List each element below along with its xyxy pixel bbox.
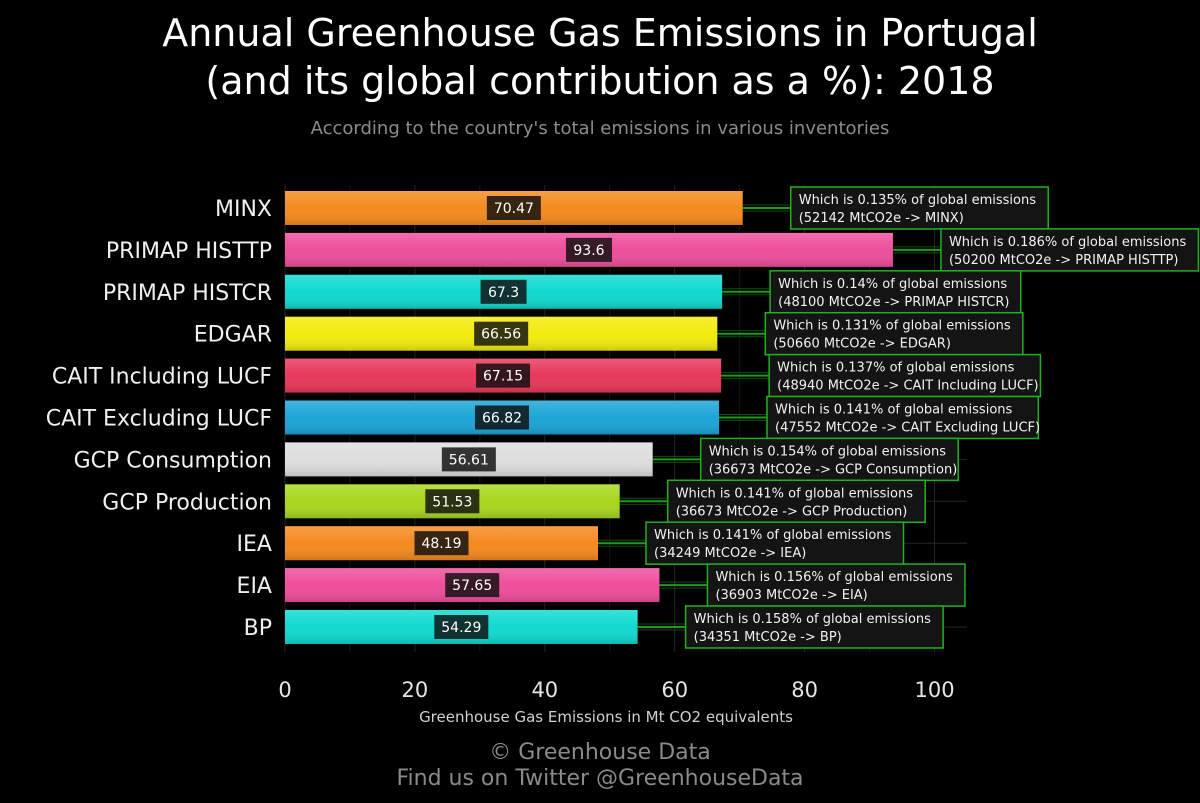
annotation-line-2: (36673 MtCO2e -> GCP Consumption)	[709, 462, 958, 477]
chart-title-line-1: Annual Greenhouse Gas Emissions in Portu…	[162, 11, 1038, 55]
value-label-box	[441, 447, 496, 472]
annotation-line-1: Which is 0.137% of global emissions	[777, 361, 1015, 376]
y-category-label: GCP Consumption	[74, 448, 272, 473]
annotation-line-1: Which is 0.156% of global emissions	[715, 570, 953, 585]
value-label: 67.3	[488, 285, 519, 301]
annotation-line-1: Which is 0.154% of global emissions	[709, 444, 947, 459]
x-tick-label: 80	[791, 678, 818, 702]
value-label: 66.82	[482, 411, 522, 427]
annotation-line-1: Which is 0.14% of global emissions	[778, 277, 1007, 292]
annotation-box	[789, 186, 1049, 230]
value-label-box	[414, 531, 469, 556]
annotation-line-2: (47552 MtCO2e -> CAIT Excluding LUCF)	[775, 421, 1040, 436]
footer-credit: © Greenhouse Data	[489, 740, 711, 765]
annotation-line-2: (34249 MtCO2e -> IEA)	[654, 546, 806, 561]
value-label: 54.29	[441, 620, 481, 636]
x-tick-label: 100	[914, 678, 954, 702]
x-tick-label: 40	[531, 678, 558, 702]
y-category-label: MINX	[215, 197, 272, 222]
annotation-line-2: (50660 MtCO2e -> EDGAR)	[773, 337, 951, 352]
value-label-box	[434, 615, 489, 639]
bar-chart: 70.47 93.6 67.3 66.56 67.15 66.82 56.61 51.53 48…	[46, 185, 1200, 726]
annotation-connectors	[598, 204, 941, 631]
value-label: 67.15	[483, 369, 523, 385]
y-category-label: PRIMAP HISTCR	[103, 281, 272, 306]
annotation-box	[766, 395, 1040, 440]
value-label: 57.65	[452, 578, 492, 594]
x-tick-label: 20	[402, 678, 429, 702]
y-category-label: BP	[244, 616, 272, 641]
chart-title-line-2: (and its global contribution as a %): 20…	[205, 59, 995, 103]
y-category-label: CAIT Including LUCF	[52, 365, 272, 390]
y-category-label: GCP Production	[102, 490, 272, 515]
value-label-box	[565, 237, 612, 262]
value-label-box	[480, 279, 527, 304]
annotation-box	[699, 437, 959, 482]
value-label-box	[445, 573, 500, 598]
annotation-box	[940, 228, 1200, 272]
value-label-box	[425, 489, 480, 514]
y-category-label: IEA	[237, 532, 272, 557]
x-tick-label: 60	[661, 678, 688, 702]
annotation-line-2: (34351 MtCO2e -> BP)	[694, 630, 842, 645]
annotation-line-2: (50200 MtCO2e -> PRIMAP HISTTP)	[949, 253, 1179, 268]
annotations: Which is 0.135% of global emissions (5214…	[645, 186, 1200, 649]
value-label: 70.47	[494, 201, 534, 217]
chart-subtitle: According to the country's total emissio…	[310, 118, 890, 139]
value-label: 51.53	[432, 494, 472, 510]
y-category-label: PRIMAP HISTTP	[106, 239, 272, 264]
y-category-label: CAIT Excluding LUCF	[46, 407, 272, 432]
annotation-box	[645, 521, 905, 565]
annotation-line-2: (48940 MtCO2e -> CAIT Including LUCF)	[777, 379, 1038, 394]
annotation-line-1: Which is 0.186% of global emissions	[949, 235, 1187, 250]
y-category-label: EIA	[237, 574, 272, 599]
annotation-line-2: (52142 MtCO2e -> MINX)	[799, 211, 964, 226]
value-label-box	[475, 405, 530, 430]
value-label-box	[486, 196, 541, 220]
annotation-box	[666, 479, 926, 524]
bars: 70.47 93.6 67.3 66.56 67.15 66.82 56.61 51.53 48…	[285, 191, 893, 644]
annotation-box	[764, 311, 1024, 356]
value-label: 56.61	[449, 452, 489, 468]
footer-twitter: Find us on Twitter @GreenhouseData	[396, 766, 804, 791]
value-label: 66.56	[481, 327, 521, 343]
x-tick-label: 0	[278, 678, 291, 702]
annotation-line-1: Which is 0.141% of global emissions	[676, 486, 914, 501]
annotation-line-1: Which is 0.141% of global emissions	[654, 528, 892, 543]
value-label-box	[474, 321, 529, 346]
annotation-line-2: (36903 MtCO2e -> EIA)	[715, 588, 867, 603]
annotation-line-1: Which is 0.135% of global emissions	[799, 193, 1037, 208]
value-label: 93.6	[573, 243, 604, 259]
annotation-line-1: Which is 0.141% of global emissions	[775, 403, 1013, 418]
annotation-box	[684, 605, 944, 649]
axes: 0 20 40 60 80 100 Greenhouse Gas Emissions in …	[46, 197, 955, 726]
value-label-box	[476, 363, 531, 388]
annotation-line-2: (36673 MtCO2e -> GCP Production)	[676, 504, 908, 519]
annotation-line-1: Which is 0.158% of global emissions	[694, 612, 932, 627]
y-category-label: EDGAR	[194, 323, 272, 348]
annotation-line-2: (48100 MtCO2e -> PRIMAP HISTCR)	[778, 295, 1009, 310]
x-axis-label: Greenhouse Gas Emissions in Mt CO2 equiv…	[419, 708, 793, 726]
annotation-line-1: Which is 0.131% of global emissions	[773, 319, 1011, 334]
value-label: 48.19	[421, 536, 461, 552]
